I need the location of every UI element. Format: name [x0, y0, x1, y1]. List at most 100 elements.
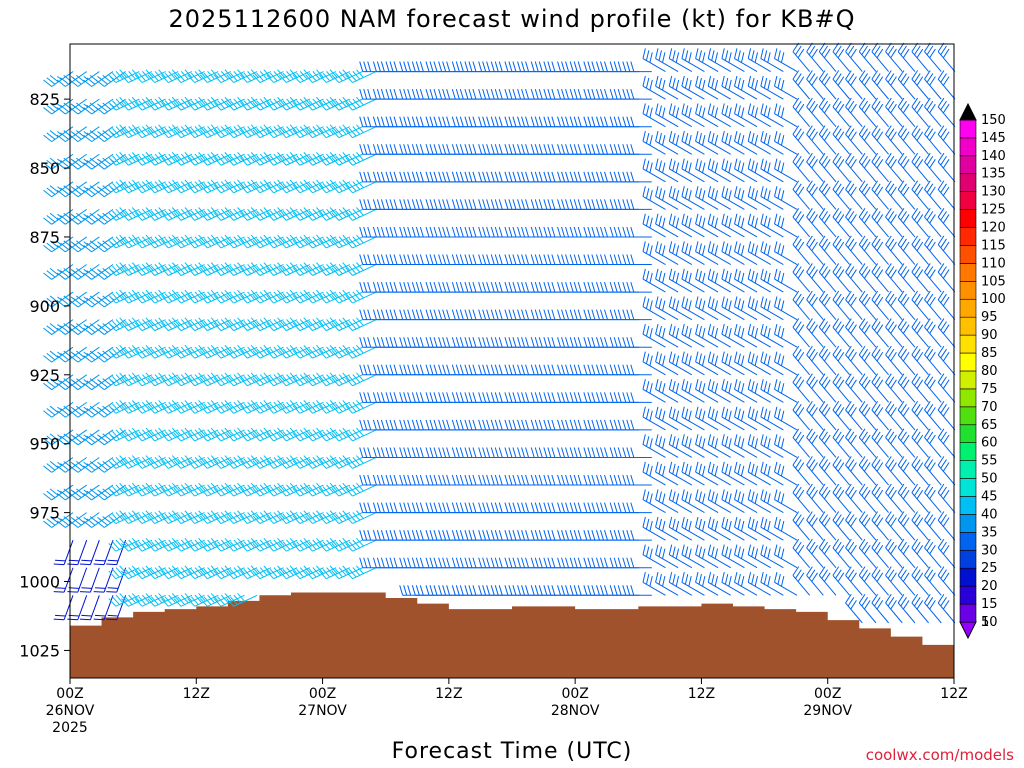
wind-barb: [622, 144, 652, 155]
wind-barb: [655, 489, 679, 514]
colorbar-label: 140: [981, 149, 1006, 164]
wind-barb: [897, 318, 916, 348]
wind-barb: [252, 152, 284, 166]
y-tick-label: 900: [29, 297, 60, 316]
wind-barb: [83, 264, 114, 280]
wind-barb: [147, 400, 179, 414]
colorbar-label: 60: [981, 436, 998, 451]
wind-barb: [747, 296, 771, 321]
wind-barb: [252, 234, 284, 249]
wind-barb: [292, 372, 324, 387]
wind-barb: [134, 537, 166, 552]
wind-barb: [134, 179, 166, 194]
wind-barb: [885, 566, 903, 596]
colorbar-segment: [959, 478, 977, 497]
wind-barb: [292, 124, 324, 139]
wind-barb: [213, 289, 245, 304]
wind-barb: [845, 456, 863, 486]
wind-barb: [161, 289, 193, 304]
wind-barb: [911, 400, 929, 431]
wind-barb: [911, 538, 929, 569]
wind-barb: [806, 235, 824, 265]
wind-barb: [845, 208, 863, 238]
wind-barb: [161, 96, 193, 111]
wind-barb: [760, 323, 784, 348]
wind-barb: [331, 69, 363, 84]
wind-barb: [252, 345, 284, 359]
wind-barb: [806, 428, 824, 458]
wind-barb: [213, 372, 245, 387]
wind-barb: [707, 489, 731, 514]
wind-barb: [199, 207, 232, 221]
wind-barb: [832, 263, 851, 293]
wind-barb: [199, 482, 232, 497]
wind-barb: [642, 48, 666, 72]
wind-barb: [845, 483, 863, 513]
wind-barb: [266, 69, 298, 84]
wind-barb: [56, 126, 87, 143]
colorbar-label: 80: [981, 364, 998, 379]
wind-barb: [266, 537, 298, 552]
wind-barb: [83, 319, 114, 335]
wind-barb: [108, 317, 140, 332]
wind-barb: [695, 572, 719, 596]
wind-barb: [707, 379, 731, 403]
wind-barb: [239, 455, 272, 469]
colorbar-label: 40: [981, 507, 998, 522]
x-tick-label: 00Z: [814, 686, 841, 702]
credit-link[interactable]: coolwx.com/models: [866, 746, 1014, 764]
wind-barb: [774, 406, 798, 431]
wind-barb: [385, 171, 416, 183]
wind-barb: [760, 268, 784, 293]
wind-barb: [108, 400, 140, 414]
wind-barb: [845, 538, 863, 569]
wind-barb: [161, 482, 193, 497]
wind-barb: [187, 289, 219, 304]
wind-barb: [239, 179, 272, 194]
wind-barb: [134, 427, 166, 442]
wind-barb: [161, 262, 193, 276]
wind-barb: [695, 489, 719, 514]
wind-barb: [278, 345, 310, 359]
wind-barb: [292, 345, 324, 359]
wind-barb: [622, 281, 652, 293]
wind-barb: [760, 213, 784, 238]
wind-barb: [292, 427, 324, 442]
wind-barb: [642, 103, 666, 128]
wind-barb: [292, 510, 324, 525]
wind-barb: [108, 482, 140, 497]
wind-barb: [924, 511, 942, 541]
wind-barb: [161, 510, 193, 525]
colorbar-segment: [959, 549, 977, 569]
wind-barb: [56, 401, 87, 418]
wind-barb: [642, 516, 666, 541]
wind-barb: [345, 96, 377, 111]
wind-barb: [596, 557, 626, 569]
wind-barb: [858, 400, 877, 431]
wind-barb: [56, 208, 87, 225]
wind-barb: [226, 207, 258, 221]
wind-barb: [897, 538, 916, 569]
wind-barb: [108, 372, 140, 387]
wind-barb: [668, 296, 693, 321]
wind-barb: [818, 70, 837, 100]
colorbar-segment: [959, 585, 977, 605]
wind-barb: [239, 152, 272, 166]
wind-barb: [134, 96, 166, 111]
wind-barb: [292, 317, 324, 332]
wind-barb: [622, 474, 652, 486]
wind-barb: [56, 236, 87, 253]
wind-barb: [832, 345, 851, 376]
colorbar-label: 25: [981, 561, 998, 576]
wind-barb: [187, 510, 219, 525]
wind-barb: [885, 593, 903, 624]
wind-barb: [734, 489, 758, 514]
x-tick-label: 28NOV: [551, 703, 600, 719]
wind-barb: [734, 158, 758, 183]
wind-barb: [695, 130, 719, 155]
wind-barb: [871, 152, 889, 183]
wind-barb: [885, 373, 903, 403]
wind-barb: [83, 236, 114, 253]
wind-barb: [622, 447, 652, 458]
wind-barb: [707, 213, 731, 238]
